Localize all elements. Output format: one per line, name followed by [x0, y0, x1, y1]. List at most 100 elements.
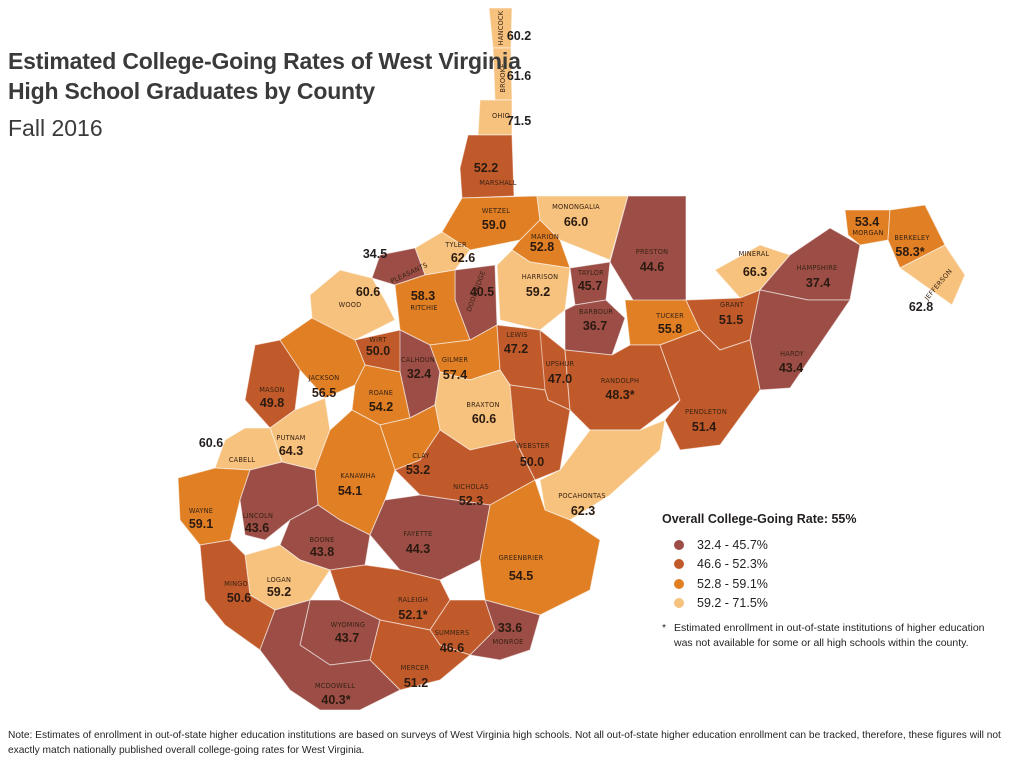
county-hardy	[749, 289, 851, 391]
county-name-label: RITCHIE	[410, 304, 437, 312]
county-name-label: BARBOUR	[579, 308, 613, 316]
county-name-label: UPSHUR	[546, 360, 575, 368]
county-name-label: OHIO	[492, 112, 510, 120]
county-name-label: MERCER	[401, 664, 430, 672]
county-value-label: 55.8	[658, 322, 682, 336]
county-value-label: 54.2	[369, 400, 393, 414]
county-value-label: 50.6	[227, 591, 251, 605]
county-value-label: 60.2	[507, 29, 531, 43]
county-name-label: JACKSON	[308, 374, 340, 382]
county-name-label: MASON	[259, 386, 285, 394]
county-name-label: MONONGALIA	[552, 203, 600, 211]
legend-item: 52.8 - 59.1%	[674, 574, 1002, 594]
county-value-label: 47.0	[548, 372, 572, 386]
county-value-label: 62.8	[909, 300, 933, 314]
county-value-label: 49.8	[260, 396, 284, 410]
county-name-label: SUMMERS	[435, 629, 470, 637]
county-name-label: RANDOLPH	[601, 377, 639, 385]
county-value-label: 59.2	[526, 285, 550, 299]
county-name-label: MORGAN	[852, 229, 883, 237]
county-name-label: BRAXTON	[466, 401, 499, 409]
county-name-label: MARSHALL	[479, 179, 517, 187]
map-subtitle: Fall 2016	[8, 115, 103, 141]
county-value-label: 58.3	[411, 289, 435, 303]
county-name-label: MINERAL	[739, 250, 770, 258]
county-name-label: LEWIS	[506, 331, 528, 339]
county-value-label: 51.4	[692, 420, 716, 434]
county-name-label: WIRT	[369, 336, 387, 344]
county-value-label: 59.1	[189, 517, 213, 531]
county-value-label: 51.2	[404, 676, 428, 690]
county-value-label: 43.7	[335, 631, 359, 645]
county-jefferson	[899, 244, 966, 306]
county-value-label: 60.6	[472, 412, 496, 426]
county-value-label: 33.6	[498, 621, 522, 635]
county-value-label: 37.4	[806, 276, 830, 290]
county-name-label: ROANE	[369, 389, 393, 397]
legend-label: 52.8 - 59.1%	[697, 576, 768, 591]
county-name-label: LOGAN	[267, 576, 291, 584]
county-value-label: 36.7	[583, 319, 607, 333]
county-value-label: 53.4	[855, 215, 879, 229]
legend-item: 32.4 - 45.7%	[674, 535, 1002, 555]
county-value-label: 32.4	[407, 367, 431, 381]
county-name-label: CABELL	[229, 456, 255, 464]
county-name-label: CALHOUN	[401, 356, 435, 364]
legend-swatch	[674, 559, 684, 570]
footnote: Note: Estimates of enrollment in out-of-…	[8, 730, 1001, 756]
county-name-label: WAYNE	[189, 507, 213, 515]
county-value-label: 44.6	[640, 260, 664, 274]
county-pocahontas	[539, 419, 666, 521]
county-name-label: FAYETTE	[404, 530, 433, 538]
county-name-label: BERKELEY	[894, 234, 930, 242]
county-name-label: WETZEL	[482, 207, 510, 215]
county-name-label: TYLER	[444, 241, 467, 249]
county-monroe	[468, 599, 541, 661]
county-value-label: 48.3*	[605, 388, 634, 402]
county-name-label: GREENBRIER	[499, 554, 544, 562]
county-value-label: 64.3	[279, 444, 303, 458]
county-value-label: 50.0	[520, 455, 544, 469]
county-name-label: PUTNAM	[276, 434, 305, 442]
legend-note: * Estimated enrollment in out-of-state i…	[662, 621, 1002, 651]
map-title: Estimated College-Going Rates of West Vi…	[8, 46, 521, 106]
county-name-label: RALEIGH	[398, 596, 428, 604]
county-value-label: 52.1*	[398, 608, 427, 622]
county-harrison	[496, 249, 571, 331]
note-marker: *	[662, 622, 667, 634]
county-value-label: 43.6	[245, 521, 269, 535]
county-name-label: HANCOCK	[497, 10, 505, 45]
county-value-label: 62.6	[451, 251, 475, 265]
county-value-label: 62.3	[571, 504, 595, 518]
county-value-label: 60.6	[199, 436, 223, 450]
county-value-label: 47.2	[504, 342, 528, 356]
legend-swatch	[674, 578, 684, 589]
county-mcdowell	[259, 599, 401, 711]
county-name-label: MCDOWELL	[315, 682, 355, 690]
county-value-label: 56.5	[312, 386, 336, 400]
county-name-label: MARION	[531, 233, 559, 241]
county-value-label: 66.3	[743, 265, 767, 279]
title-line-1: Estimated College-Going Rates of West Vi…	[8, 48, 521, 74]
legend: Overall College-Going Rate: 55% 32.4 - 4…	[662, 512, 1002, 651]
county-name-label: PRESTON	[636, 248, 668, 256]
county-value-label: 54.5	[509, 569, 533, 583]
legend-title: Overall College-Going Rate: 55%	[662, 512, 857, 526]
county-value-label: 71.5	[507, 114, 531, 128]
county-value-label: 66.0	[564, 215, 588, 229]
county-wayne	[177, 467, 251, 546]
county-name-label: WYOMING	[331, 621, 365, 629]
county-value-label: 58.3*	[895, 245, 924, 259]
county-name-label: NICHOLAS	[453, 483, 489, 491]
county-name-label: HARDY	[780, 350, 805, 358]
county-name-label: GILMER	[442, 356, 469, 364]
county-value-label: 34.5	[363, 247, 387, 261]
legend-swatch	[674, 539, 684, 550]
legend-label: 59.2 - 71.5%	[697, 596, 768, 611]
legend-swatch	[674, 598, 684, 609]
county-monongalia	[536, 195, 629, 261]
legend-item: 59.2 - 71.5%	[674, 594, 1002, 614]
county-name-label: MONROE	[493, 638, 524, 646]
county-shapes	[177, 7, 966, 711]
